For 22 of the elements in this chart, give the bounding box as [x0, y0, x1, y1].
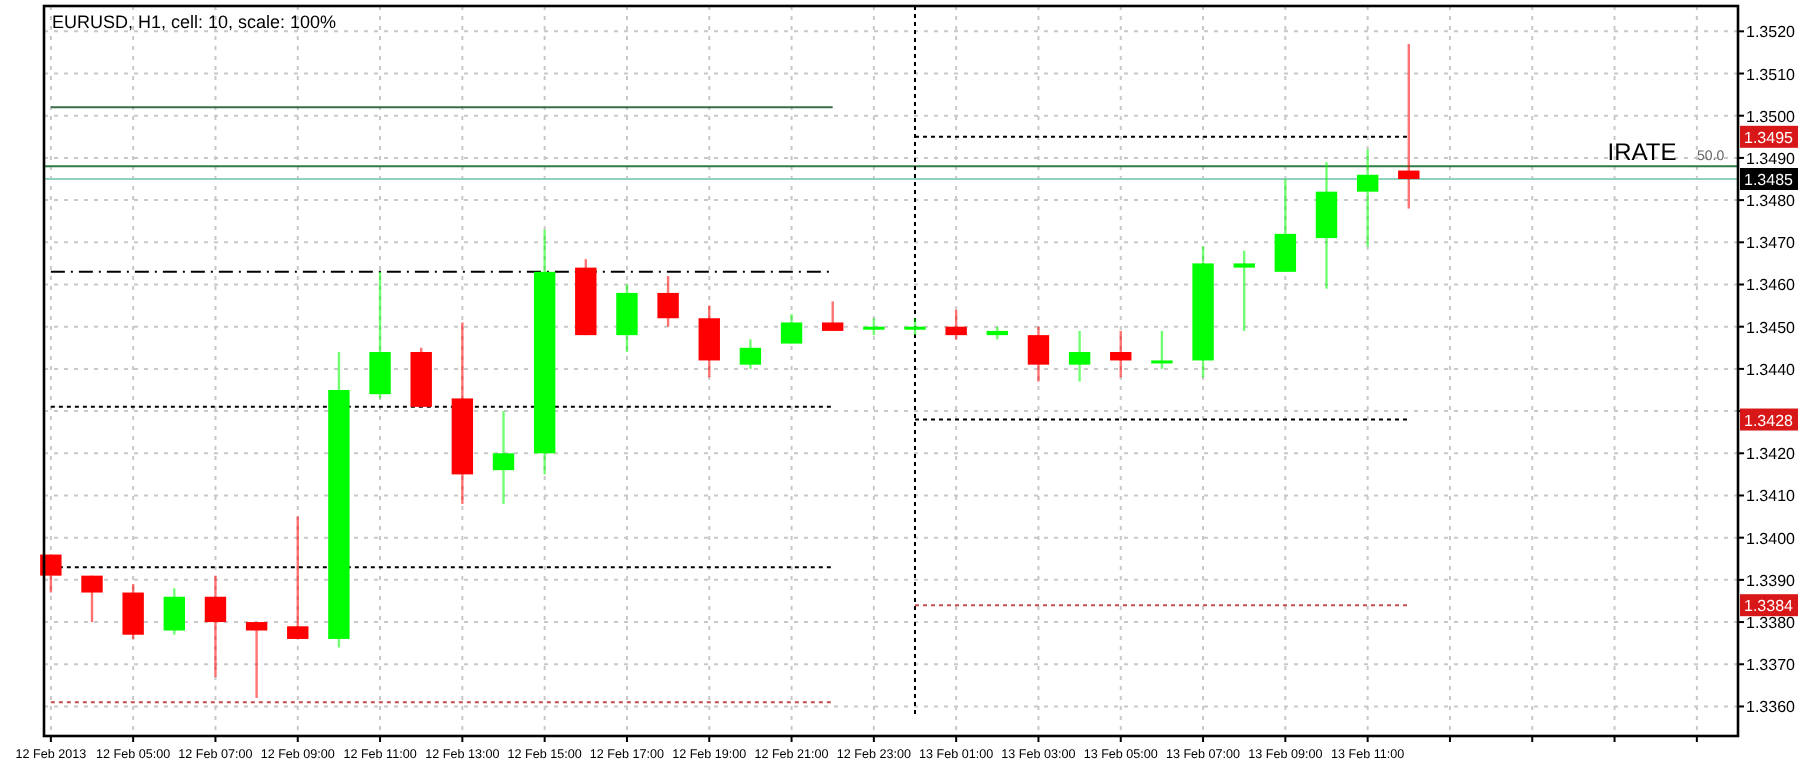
y-tick-label: 1.3510: [1746, 65, 1797, 84]
y-tick-label: 1.3450: [1746, 318, 1797, 337]
y-tick-label: 1.3470: [1746, 234, 1797, 253]
y-tick-label: 1.3370: [1746, 656, 1797, 675]
y-tick-label: 1.3490: [1746, 149, 1797, 168]
chart-title: EURUSD, H1, cell: 10, scale: 100%: [52, 12, 337, 32]
y-tick-label: 1.3440: [1746, 360, 1797, 379]
y-tick-label: 1.3420: [1746, 445, 1797, 464]
annotation: 1.3428: [1744, 411, 1795, 430]
annotation: 1.3495: [1744, 128, 1795, 147]
annotation: IRATE: [1607, 138, 1677, 166]
y-tick-label: 1.3410: [1746, 487, 1797, 506]
y-tick-label: 1.3400: [1746, 529, 1797, 548]
y-tick-label: 1.3390: [1746, 571, 1797, 590]
y-tick-label: 1.3380: [1746, 614, 1797, 633]
ref-line-label: 1.3485: [1744, 171, 1795, 190]
y-tick-label: 1.3520: [1746, 23, 1797, 42]
y-tick-label: 1.3480: [1746, 192, 1797, 211]
annotation: 1.3384: [1744, 597, 1795, 616]
y-tick-label: 1.3360: [1746, 698, 1797, 717]
y-tick-label: 1.3500: [1746, 107, 1797, 126]
y-tick-label: 1.3460: [1746, 276, 1797, 295]
